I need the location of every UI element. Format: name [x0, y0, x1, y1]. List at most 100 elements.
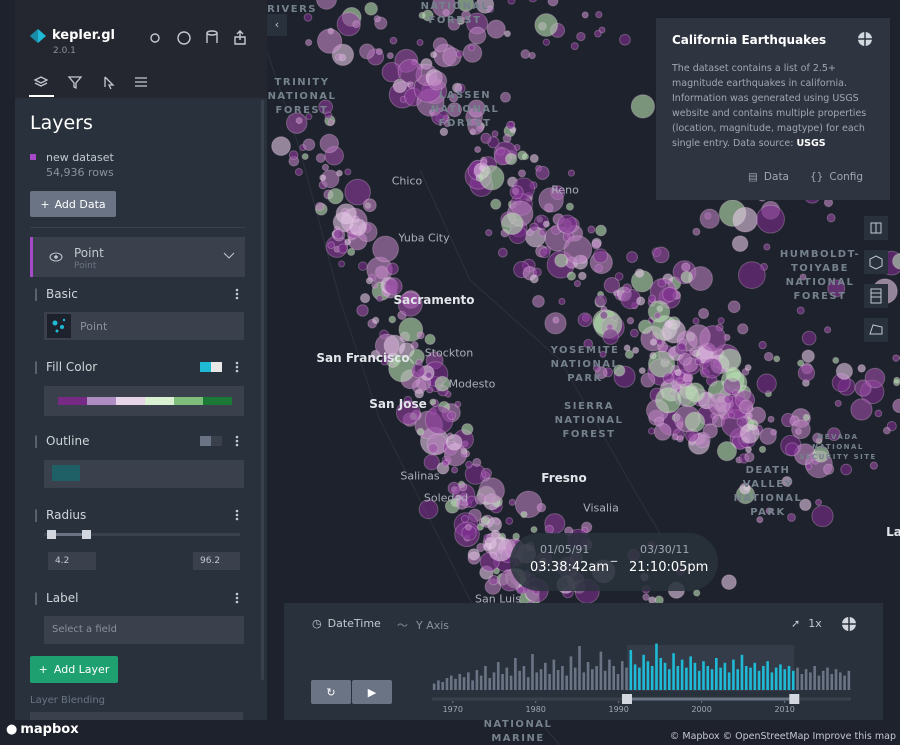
histogram-bar: [757, 670, 761, 690]
histogram-bar: [462, 677, 466, 690]
quake-dot: [383, 334, 406, 357]
histogram-bar: [693, 662, 697, 690]
slider-track[interactable]: [44, 533, 240, 536]
play-button[interactable]: ▶: [352, 680, 392, 704]
quake-dot: [647, 427, 656, 435]
map-controls[interactable]: [864, 216, 888, 342]
quake-dot: [395, 400, 421, 425]
layer-header[interactable]: [30, 237, 245, 277]
start-date: 01/05/91: [540, 543, 590, 556]
quake-dot: [787, 512, 796, 522]
timeline-settings[interactable]: [841, 616, 857, 632]
histogram-bar: [672, 653, 675, 690]
quake-dot: [530, 525, 538, 534]
quake-dot: [418, 499, 439, 520]
blending-select[interactable]: [30, 712, 243, 720]
label-select[interactable]: Select a field: [44, 616, 244, 644]
quake-dot: [538, 187, 564, 213]
separator: –: [610, 551, 618, 570]
time-handle: [789, 694, 800, 704]
quake-dot: [349, 218, 367, 237]
quake-dot: [595, 224, 607, 237]
quake-dot: [315, 153, 326, 163]
histogram-bar: [817, 675, 821, 690]
button-label: Data: [763, 171, 789, 183]
radius-min-input[interactable]: 4.2: [48, 552, 96, 570]
header-icons[interactable]: [145, 28, 255, 48]
quake-dot: [432, 37, 449, 53]
tab-bar[interactable]: [29, 72, 159, 98]
map-label: SIX RIVERS: [238, 4, 317, 15]
attribution[interactable]: © Mapbox © OpenStreetMap Improve this ma…: [669, 731, 896, 742]
quake-dot: [303, 13, 313, 22]
quake-dot: [684, 411, 706, 433]
histogram-bar: [573, 667, 577, 690]
collapse-icon[interactable]: [223, 252, 235, 260]
quake-dot: [664, 319, 674, 329]
end-time: 21:10:05pm: [629, 560, 709, 575]
type-selector[interactable]: [44, 312, 244, 340]
quake-dot: [468, 26, 487, 45]
quake-dot: [500, 91, 511, 103]
histogram-bar: [432, 683, 436, 690]
field-selector[interactable]: ◷ DateTime: [312, 617, 381, 630]
section-menus[interactable]: [235, 288, 239, 618]
histogram-bar: [749, 667, 752, 690]
eye-icon[interactable]: [49, 251, 63, 263]
map-label: San Francisco: [316, 351, 410, 365]
info-icon[interactable]: [857, 31, 873, 47]
quake-dot: [570, 42, 579, 51]
histogram-bar: [715, 658, 718, 690]
y-axis-selector[interactable]: 〜 Y Axis: [397, 619, 450, 632]
slider-handle[interactable]: [47, 530, 56, 539]
quake-dot: [812, 445, 830, 463]
blending-title: Layer Blending: [30, 695, 105, 706]
quake-dot: [598, 26, 606, 34]
button-label: Config: [829, 171, 864, 183]
histogram-bar: [650, 666, 654, 690]
collapse-panel[interactable]: ‹: [267, 14, 287, 36]
add-layer-button[interactable]: + Add Layer: [30, 656, 118, 683]
quake-dot: [365, 277, 374, 285]
quake-dot: [344, 238, 352, 246]
quake-dot: [371, 316, 380, 325]
dataset-name[interactable]: new dataset: [46, 151, 114, 164]
quake-dot: [480, 158, 488, 166]
add-data-button[interactable]: + Add Data: [30, 191, 116, 217]
data-button[interactable]: ▤ Data: [748, 171, 789, 183]
quake-dot: [823, 463, 835, 475]
quake-dot: [423, 454, 440, 471]
quake-dot: [547, 0, 559, 7]
quake-dot: [552, 316, 560, 324]
quake-dot: [347, 247, 356, 257]
scrollbar[interactable]: [261, 100, 264, 680]
quake-dot: [462, 43, 483, 63]
histogram-bar: [591, 669, 594, 690]
quake-dot: [486, 19, 506, 39]
quake-dot: [288, 150, 299, 160]
reset-button[interactable]: ↻: [311, 680, 351, 704]
histogram-bar: [505, 667, 509, 690]
quake-dot: [439, 127, 449, 137]
map-label: HUMBOLDT-TOIYABE NATIONAL FOREST: [779, 249, 861, 302]
radius-max-input[interactable]: 96.2: [193, 552, 240, 570]
slider-handle[interactable]: [82, 530, 91, 539]
quake-dot: [799, 273, 807, 281]
speed-control[interactable]: ➚ 1x: [791, 617, 822, 630]
outline-swatch[interactable]: [200, 436, 222, 446]
quake-dot: [467, 118, 484, 135]
color-swatch[interactable]: [200, 362, 222, 372]
histogram-bar: [539, 669, 543, 690]
config-button[interactable]: {} Config: [810, 171, 864, 183]
quake-dot: [443, 120, 451, 128]
quake-dot: [737, 261, 766, 289]
quake-dot: [461, 423, 474, 436]
quake-dot: [694, 358, 702, 366]
histogram-bar: [625, 667, 628, 690]
histogram-bar: [697, 670, 701, 690]
source[interactable]: USGS: [796, 138, 826, 149]
histogram-bar: [514, 658, 517, 690]
quake-dot: [386, 52, 394, 60]
quake-dot: [674, 368, 682, 377]
quake-dot: [539, 247, 551, 259]
